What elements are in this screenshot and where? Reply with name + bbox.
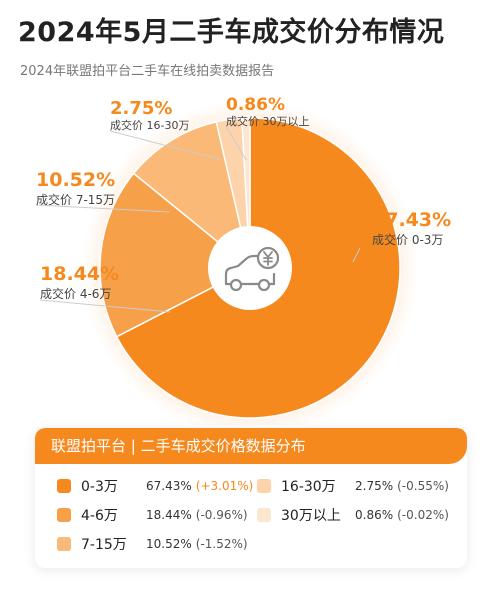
car-yen-icon	[224, 246, 280, 292]
slice-value-label-0: 67.43%	[372, 209, 451, 231]
legend-swatch	[257, 508, 271, 522]
slice-category-label-4: 成交价 30万以上	[226, 114, 310, 128]
slice-category-label-2: 成交价 7-15万	[36, 192, 115, 207]
legend-item-7-15: 7-15万 10.52% (-1.52%)	[57, 534, 248, 554]
slice-value-label-1: 18.44%	[40, 263, 119, 285]
legend-item-4-6: 4-6万 18.44% (-0.96%)	[57, 505, 248, 525]
legend-change: (-1.52%)	[195, 537, 248, 551]
pie-center	[208, 226, 292, 310]
legend-value: 67.43%	[146, 479, 192, 493]
slice-category-label-0: 成交价 0-3万	[372, 232, 443, 247]
page-title: 2024年5月二手车成交价分布情况	[18, 17, 445, 48]
leader-line-4	[225, 125, 247, 161]
slice-category-label-3: 成交价 16-30万	[110, 118, 189, 132]
legend-label: 16-30万	[281, 479, 336, 495]
legend-swatch	[57, 508, 71, 522]
legend-change: (-0.55%)	[397, 479, 449, 493]
legend-label: 30万以上	[281, 508, 341, 524]
slice-value-label-3: 2.75%	[110, 98, 172, 119]
legend-item-30-plus: 30万以上 0.86% (-0.02%)	[257, 505, 449, 525]
legend-label: 4-6万	[81, 508, 118, 524]
page-subtitle: 2024年联盟拍平台二手车在线拍卖数据报告	[20, 64, 275, 79]
legend-change: (-0.02%)	[397, 508, 449, 522]
slice-category-label-1: 成交价 4-6万	[40, 286, 111, 301]
pie-slice-1	[99, 172, 252, 338]
slice-value-label-2: 10.52%	[36, 169, 115, 191]
legend-title: 联盟拍平台 | 二手车成交价格数据分布	[35, 428, 467, 464]
legend-swatch	[257, 479, 271, 493]
leader-line-3	[109, 130, 223, 161]
leader-line-1	[39, 299, 171, 313]
legend-swatch	[57, 537, 71, 551]
slice-value-label-4: 0.86%	[226, 95, 285, 115]
leader-line-0	[352, 247, 361, 263]
leader-line-2	[35, 204, 171, 213]
legend-card: 联盟拍平台 | 二手车成交价格数据分布 0-3万 67.43% (+3.01%)…	[35, 428, 467, 568]
legend-value: 18.44%	[146, 508, 192, 522]
legend-label: 0-3万	[81, 479, 118, 495]
legend-value: 2.75%	[355, 479, 394, 493]
legend-item-0-3: 0-3万 67.43% (+3.01%)	[57, 476, 253, 496]
pie-slice-2	[132, 120, 252, 270]
legend-value: 0.86%	[355, 508, 394, 522]
pie-chart: 67.43%成交价 0-3万 18.44%成交价 4-6万 10.52%成交价 7-…	[35, 95, 451, 425]
legend-swatch	[57, 479, 71, 493]
legend-value: 10.52%	[146, 537, 192, 551]
legend-label: 7-15万	[81, 537, 127, 553]
legend-change: (+3.01%)	[195, 479, 254, 493]
legend-change: (-0.96%)	[195, 508, 248, 522]
legend-item-16-30: 16-30万 2.75% (-0.55%)	[257, 476, 449, 496]
